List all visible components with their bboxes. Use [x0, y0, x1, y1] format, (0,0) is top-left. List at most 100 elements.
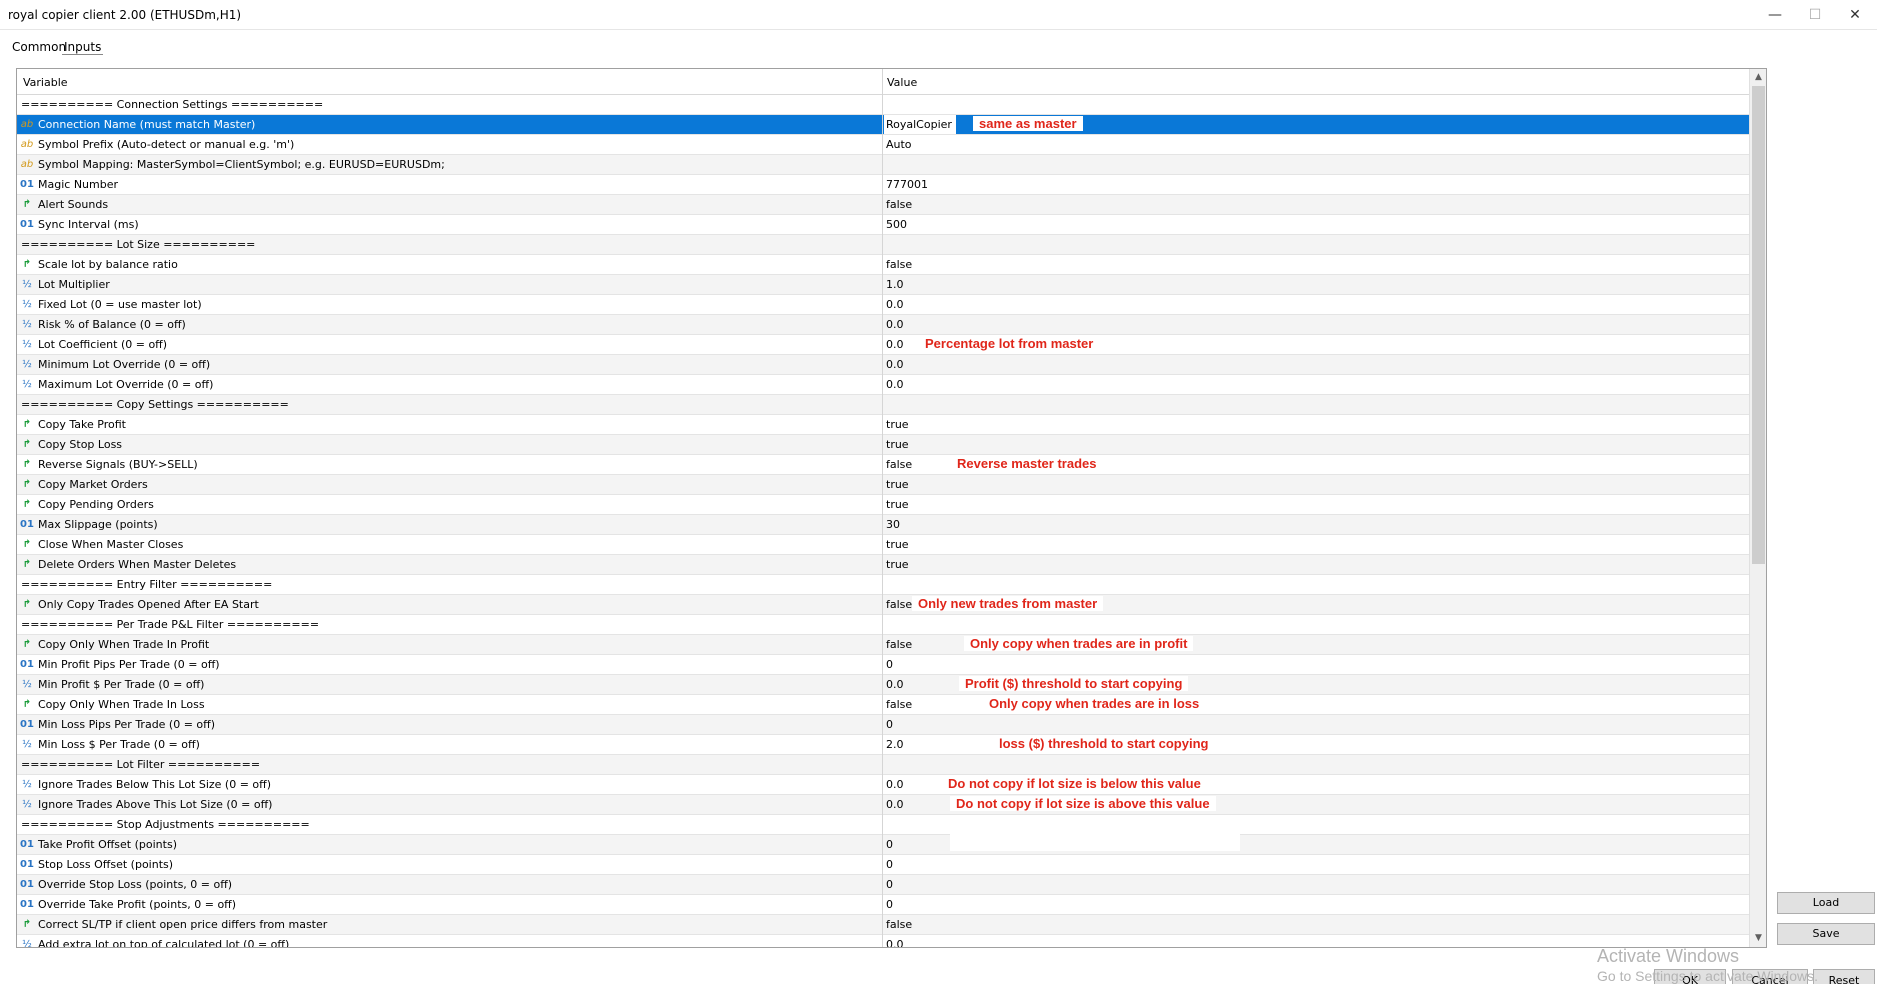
parameter-value[interactable]: 0.0	[886, 938, 904, 947]
parameter-row[interactable]: ½ Min Loss $ Per Trade (0 = off) 2.0	[17, 735, 1750, 755]
parameter-row[interactable]: ab Symbol Mapping: MasterSymbol=ClientSym…	[17, 155, 1750, 175]
parameter-value[interactable]: 0	[886, 718, 893, 731]
parameter-row[interactable]: ½ Add extra lot on top of calculated lot …	[17, 935, 1750, 947]
parameter-value[interactable]: 0	[886, 898, 893, 911]
parameter-row[interactable]: ↱ Copy Only When Trade In Loss false	[17, 695, 1750, 715]
parameter-value[interactable]: false	[886, 598, 913, 611]
parameter-row[interactable]: ↱ Correct SL/TP if client open price diff…	[17, 915, 1750, 935]
parameter-row[interactable]: ↱ Reverse Signals (BUY->SELL) false	[17, 455, 1750, 475]
parameter-value[interactable]: 0.0	[886, 378, 904, 391]
parameter-row[interactable]: ½ Lot Coefficient (0 = off) 0.0	[17, 335, 1750, 355]
parameter-value[interactable]: 0.0	[886, 778, 904, 791]
parameter-row[interactable]: ab Symbol Prefix (Auto-detect or manual e…	[17, 135, 1750, 155]
parameter-row[interactable]: ↱ Copy Take Profit true	[17, 415, 1750, 435]
parameter-row[interactable]: ↱ Copy Stop Loss true	[17, 435, 1750, 455]
parameter-row[interactable]: ↱ Scale lot by balance ratio false	[17, 255, 1750, 275]
parameter-row[interactable]: ½ Fixed Lot (0 = use master lot) 0.0	[17, 295, 1750, 315]
parameter-value[interactable]: 0.0	[886, 298, 904, 311]
parameter-value[interactable]: false	[886, 258, 913, 271]
section-separator-row[interactable]: ========== Stop Adjustments ==========	[17, 815, 1750, 835]
parameter-value[interactable]: false	[886, 698, 913, 711]
parameter-name: Connection Name (must match Master)	[38, 118, 256, 131]
header-value[interactable]: Value	[887, 76, 918, 89]
reset-button[interactable]: Reset	[1813, 969, 1875, 984]
parameter-value[interactable]: true	[886, 438, 909, 451]
parameter-row[interactable]: ↱ Delete Orders When Master Deletes true	[17, 555, 1750, 575]
tab-inputs[interactable]: Inputs	[62, 40, 104, 55]
parameter-row[interactable]: ↱ Copy Pending Orders true	[17, 495, 1750, 515]
minimize-button[interactable]: —	[1768, 7, 1782, 23]
parameter-value[interactable]: 0.0	[886, 798, 904, 811]
parameter-value[interactable]: true	[886, 538, 909, 551]
parameter-row[interactable]: ↱ Close When Master Closes true	[17, 535, 1750, 555]
cancel-button[interactable]: Cancel	[1732, 969, 1808, 984]
parameter-value[interactable]: false	[886, 918, 913, 931]
parameter-value[interactable]: 0.0	[886, 678, 904, 691]
parameter-row[interactable]: 01 Override Take Profit (points, 0 = off)…	[17, 895, 1750, 915]
parameter-value[interactable]: true	[886, 498, 909, 511]
parameter-value[interactable]: 0	[886, 658, 893, 671]
parameter-row[interactable]: ↱ Only Copy Trades Opened After EA Start f…	[17, 595, 1750, 615]
parameter-value[interactable]: false	[886, 458, 913, 471]
section-separator-row[interactable]: ========== Lot Size ==========	[17, 235, 1750, 255]
header-variable[interactable]: Variable	[23, 76, 68, 89]
section-separator-row[interactable]: ========== Per Trade P&L Filter ========…	[17, 615, 1750, 635]
parameter-row[interactable]: 01 Min Loss Pips Per Trade (0 = off) 0	[17, 715, 1750, 735]
parameter-row[interactable]: 01 Stop Loss Offset (points) 0	[17, 855, 1750, 875]
parameter-row[interactable]: ½ Min Profit $ Per Trade (0 = off) 0.0	[17, 675, 1750, 695]
scroll-down-icon[interactable]: ▼	[1755, 933, 1762, 943]
parameter-value[interactable]: 0	[886, 878, 893, 891]
parameter-row[interactable]: ½ Lot Multiplier 1.0	[17, 275, 1750, 295]
parameter-value[interactable]: RoyalCopier	[884, 115, 956, 134]
parameter-row[interactable]: 01 Min Profit Pips Per Trade (0 = off) 0	[17, 655, 1750, 675]
parameter-row[interactable]: 01 Max Slippage (points) 30	[17, 515, 1750, 535]
parameter-value[interactable]: 0	[886, 838, 893, 851]
title-bar: royal copier client 2.00 (ETHUSDm,H1) — …	[0, 0, 1877, 30]
parameter-name: Stop Loss Offset (points)	[38, 858, 174, 871]
parameter-value[interactable]: 30	[886, 518, 900, 531]
parameter-value[interactable]: false	[886, 638, 913, 651]
parameter-row[interactable]: ½ Ignore Trades Below This Lot Size (0 = …	[17, 775, 1750, 795]
parameter-value[interactable]: 500	[886, 218, 907, 231]
parameter-name: Minimum Lot Override (0 = off)	[38, 358, 211, 371]
section-separator-row[interactable]: ========== Lot Filter ==========	[17, 755, 1750, 775]
maximize-button[interactable]: ☐	[1808, 7, 1822, 23]
parameter-row[interactable]: 01 Take Profit Offset (points) 0	[17, 835, 1750, 855]
parameter-row[interactable]: ↱ Copy Only When Trade In Profit false	[17, 635, 1750, 655]
parameter-value[interactable]: 1.0	[886, 278, 904, 291]
vertical-scrollbar[interactable]: ▲ ▼	[1749, 69, 1766, 947]
parameter-value[interactable]: 0.0	[886, 338, 904, 351]
parameter-value[interactable]: true	[886, 558, 909, 571]
parameter-row[interactable]: ab Connection Name (must match Master) Roy…	[17, 115, 1750, 135]
parameter-row[interactable]: 01 Magic Number 777001	[17, 175, 1750, 195]
parameter-value[interactable]: false	[886, 198, 913, 211]
section-separator-row[interactable]: ========== Connection Settings =========…	[17, 95, 1750, 115]
parameter-row[interactable]: 01 Override Stop Loss (points, 0 = off) 0	[17, 875, 1750, 895]
parameter-value[interactable]: 0.0	[886, 358, 904, 371]
parameter-value[interactable]: true	[886, 418, 909, 431]
section-separator-row[interactable]: ========== Copy Settings ==========	[17, 395, 1750, 415]
parameter-row[interactable]: ½ Ignore Trades Above This Lot Size (0 = …	[17, 795, 1750, 815]
boolean-type-icon: ↱	[22, 599, 32, 610]
parameter-value[interactable]: true	[886, 478, 909, 491]
parameter-row[interactable]: ↱ Copy Market Orders true	[17, 475, 1750, 495]
parameter-value[interactable]: 2.0	[886, 738, 904, 751]
parameter-value[interactable]: 0.0	[886, 318, 904, 331]
parameter-value[interactable]: 0	[886, 858, 893, 871]
save-button[interactable]: Save	[1777, 923, 1875, 945]
ok-button[interactable]: OK	[1654, 969, 1726, 984]
parameter-value[interactable]: 777001	[886, 178, 928, 191]
scroll-thumb[interactable]	[1752, 86, 1765, 564]
parameter-row[interactable]: ½ Minimum Lot Override (0 = off) 0.0	[17, 355, 1750, 375]
column-divider[interactable]	[882, 69, 883, 947]
parameter-row[interactable]: ½ Risk % of Balance (0 = off) 0.0	[17, 315, 1750, 335]
scroll-up-icon[interactable]: ▲	[1755, 72, 1762, 82]
parameter-row[interactable]: ½ Maximum Lot Override (0 = off) 0.0	[17, 375, 1750, 395]
load-button[interactable]: Load	[1777, 892, 1875, 914]
tab-common[interactable]: Common	[12, 40, 67, 54]
parameter-row[interactable]: ↱ Alert Sounds false	[17, 195, 1750, 215]
parameter-value[interactable]: Auto	[886, 138, 912, 151]
close-button[interactable]: ✕	[1849, 7, 1861, 23]
section-separator-row[interactable]: ========== Entry Filter ==========	[17, 575, 1750, 595]
parameter-row[interactable]: 01 Sync Interval (ms) 500	[17, 215, 1750, 235]
